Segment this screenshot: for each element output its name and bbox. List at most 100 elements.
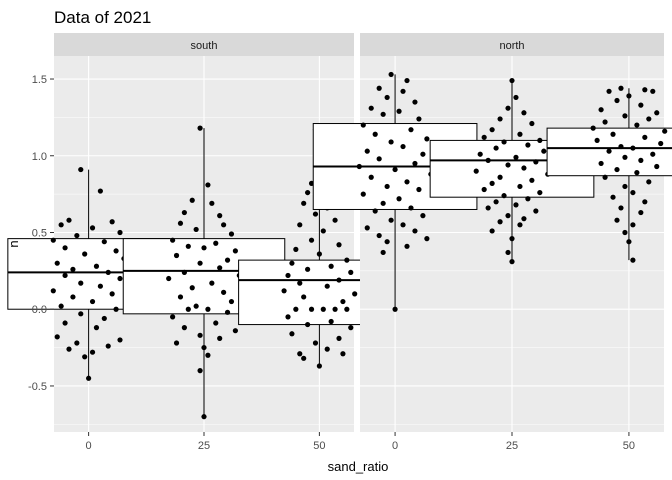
data-point	[66, 217, 72, 223]
data-point	[529, 177, 535, 183]
data-point	[181, 209, 187, 216]
data-point	[400, 222, 406, 228]
data-point	[193, 303, 199, 309]
data-point	[324, 283, 330, 289]
data-point	[614, 166, 620, 173]
data-point	[630, 222, 636, 228]
data-point	[489, 228, 495, 234]
data-point	[201, 414, 207, 420]
data-point	[501, 139, 507, 145]
data-point	[501, 193, 507, 199]
facet-panel-south: south 0 25 50	[7, 33, 401, 452]
data-point	[602, 174, 608, 180]
data-point	[384, 239, 390, 245]
facet-strip	[54, 33, 354, 56]
data-point	[424, 136, 430, 142]
data-point	[166, 275, 172, 282]
data-point	[117, 229, 123, 236]
data-point	[205, 352, 211, 358]
data-point	[634, 170, 640, 176]
y-tick-label: -0.5	[28, 381, 47, 393]
y-tick-label: 0.0	[32, 304, 47, 316]
data-point	[497, 116, 503, 122]
data-point	[316, 251, 322, 257]
data-point	[232, 248, 238, 254]
data-point	[521, 110, 527, 116]
data-point	[630, 257, 636, 263]
data-point	[320, 228, 326, 234]
data-point	[505, 213, 511, 219]
data-point	[348, 325, 354, 331]
data-point	[594, 137, 600, 144]
data-point	[74, 232, 80, 239]
data-point	[101, 315, 107, 322]
data-point	[301, 294, 307, 300]
data-point	[224, 257, 231, 263]
data-point	[646, 116, 652, 122]
data-point	[62, 320, 68, 326]
data-point	[400, 143, 406, 150]
data-point	[622, 183, 628, 190]
data-point	[74, 340, 80, 346]
data-point	[232, 328, 238, 334]
data-point	[396, 108, 402, 114]
data-point	[336, 335, 342, 341]
data-point	[336, 277, 342, 283]
data-point	[285, 272, 291, 279]
data-point	[78, 166, 84, 173]
data-point	[197, 368, 203, 374]
data-point	[82, 354, 88, 360]
data-point	[201, 245, 207, 251]
data-point	[509, 259, 515, 265]
data-point	[117, 337, 123, 343]
data-point	[368, 174, 374, 180]
data-point	[404, 179, 410, 185]
data-point	[297, 222, 303, 228]
data-point	[396, 196, 402, 202]
data-point	[654, 163, 660, 170]
data-point	[205, 182, 211, 188]
data-point	[348, 269, 354, 275]
data-point	[50, 237, 56, 243]
data-point	[360, 122, 366, 128]
data-point	[197, 260, 203, 266]
x-tick-label: 50	[623, 440, 635, 452]
data-point	[517, 222, 523, 228]
data-point	[533, 159, 539, 165]
data-point	[618, 143, 624, 150]
data-point	[610, 194, 616, 200]
data-point	[170, 237, 176, 243]
data-point	[509, 236, 515, 242]
data-point	[301, 355, 307, 361]
x-tick-label: 25	[198, 440, 210, 452]
data-point	[404, 77, 410, 84]
data-point	[320, 306, 326, 312]
data-point	[312, 211, 319, 217]
data-point	[380, 249, 386, 256]
data-point	[658, 140, 664, 147]
data-point	[517, 131, 523, 137]
data-point	[305, 321, 311, 328]
data-point	[404, 243, 410, 249]
data-point	[105, 269, 111, 275]
data-point	[177, 294, 184, 300]
data-point	[497, 174, 503, 180]
data-point	[630, 145, 636, 151]
data-point	[392, 306, 398, 312]
data-point	[97, 188, 103, 194]
data-point	[614, 217, 620, 223]
data-point	[324, 346, 330, 352]
data-point	[181, 269, 187, 275]
data-point	[221, 222, 227, 228]
data-point	[117, 275, 123, 282]
data-point	[642, 134, 648, 140]
data-point	[205, 306, 211, 312]
facet-panel-north: north 0 25 50	[312, 33, 672, 452]
data-point	[638, 102, 644, 108]
y-axis: -0.5 0.0 0.5 1.0 1.5	[28, 74, 54, 393]
data-point	[505, 105, 511, 111]
data-point	[221, 289, 227, 295]
data-point	[93, 325, 100, 331]
data-point	[416, 116, 422, 122]
